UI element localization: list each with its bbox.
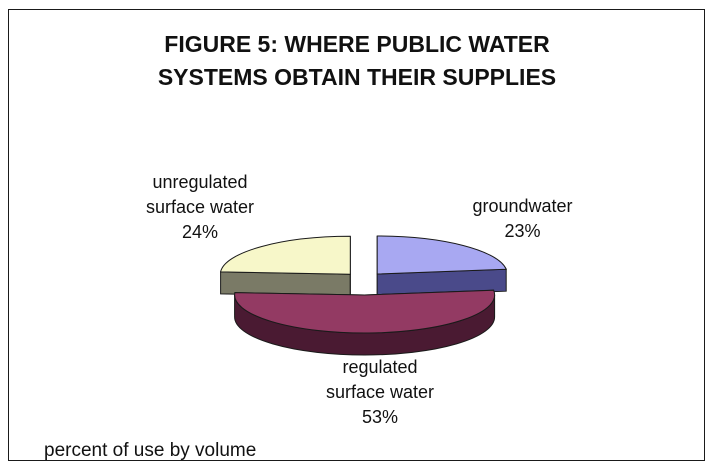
slice-label-unregulated: unregulated surface water 24% <box>110 170 290 245</box>
chart-title-line-2: SYSTEMS OBTAIN THEIR SUPPLIES <box>157 64 557 90</box>
slice-label-regulated: regulated surface water 53% <box>285 355 475 430</box>
slice-label-unregulated-line-1: unregulated <box>152 172 248 192</box>
slice-label-groundwater: groundwater 23% <box>430 194 615 244</box>
slice-top-unregulated <box>219 235 351 275</box>
chart-footnote: percent of use by volume <box>44 440 257 461</box>
slice-label-groundwater-pct: 23% <box>504 221 541 241</box>
slice-label-regulated-line-1: regulated <box>342 357 418 377</box>
slice-label-regulated-line-2: surface water <box>325 382 435 402</box>
chart-title: FIGURE 5: WHERE PUBLIC WATER SYSTEMS OBT… <box>0 28 714 94</box>
slice-top-regulated <box>234 289 496 334</box>
slice-top-groundwater <box>376 235 507 275</box>
chart-title-line-1: FIGURE 5: WHERE PUBLIC WATER <box>164 31 550 57</box>
chart-frame <box>8 9 705 461</box>
slice-label-unregulated-line-2: surface water <box>145 197 255 217</box>
slice-label-groundwater-line-1: groundwater <box>472 196 573 216</box>
slice-label-unregulated-pct: 24% <box>181 222 219 242</box>
slice-label-regulated-pct: 53% <box>361 407 399 427</box>
